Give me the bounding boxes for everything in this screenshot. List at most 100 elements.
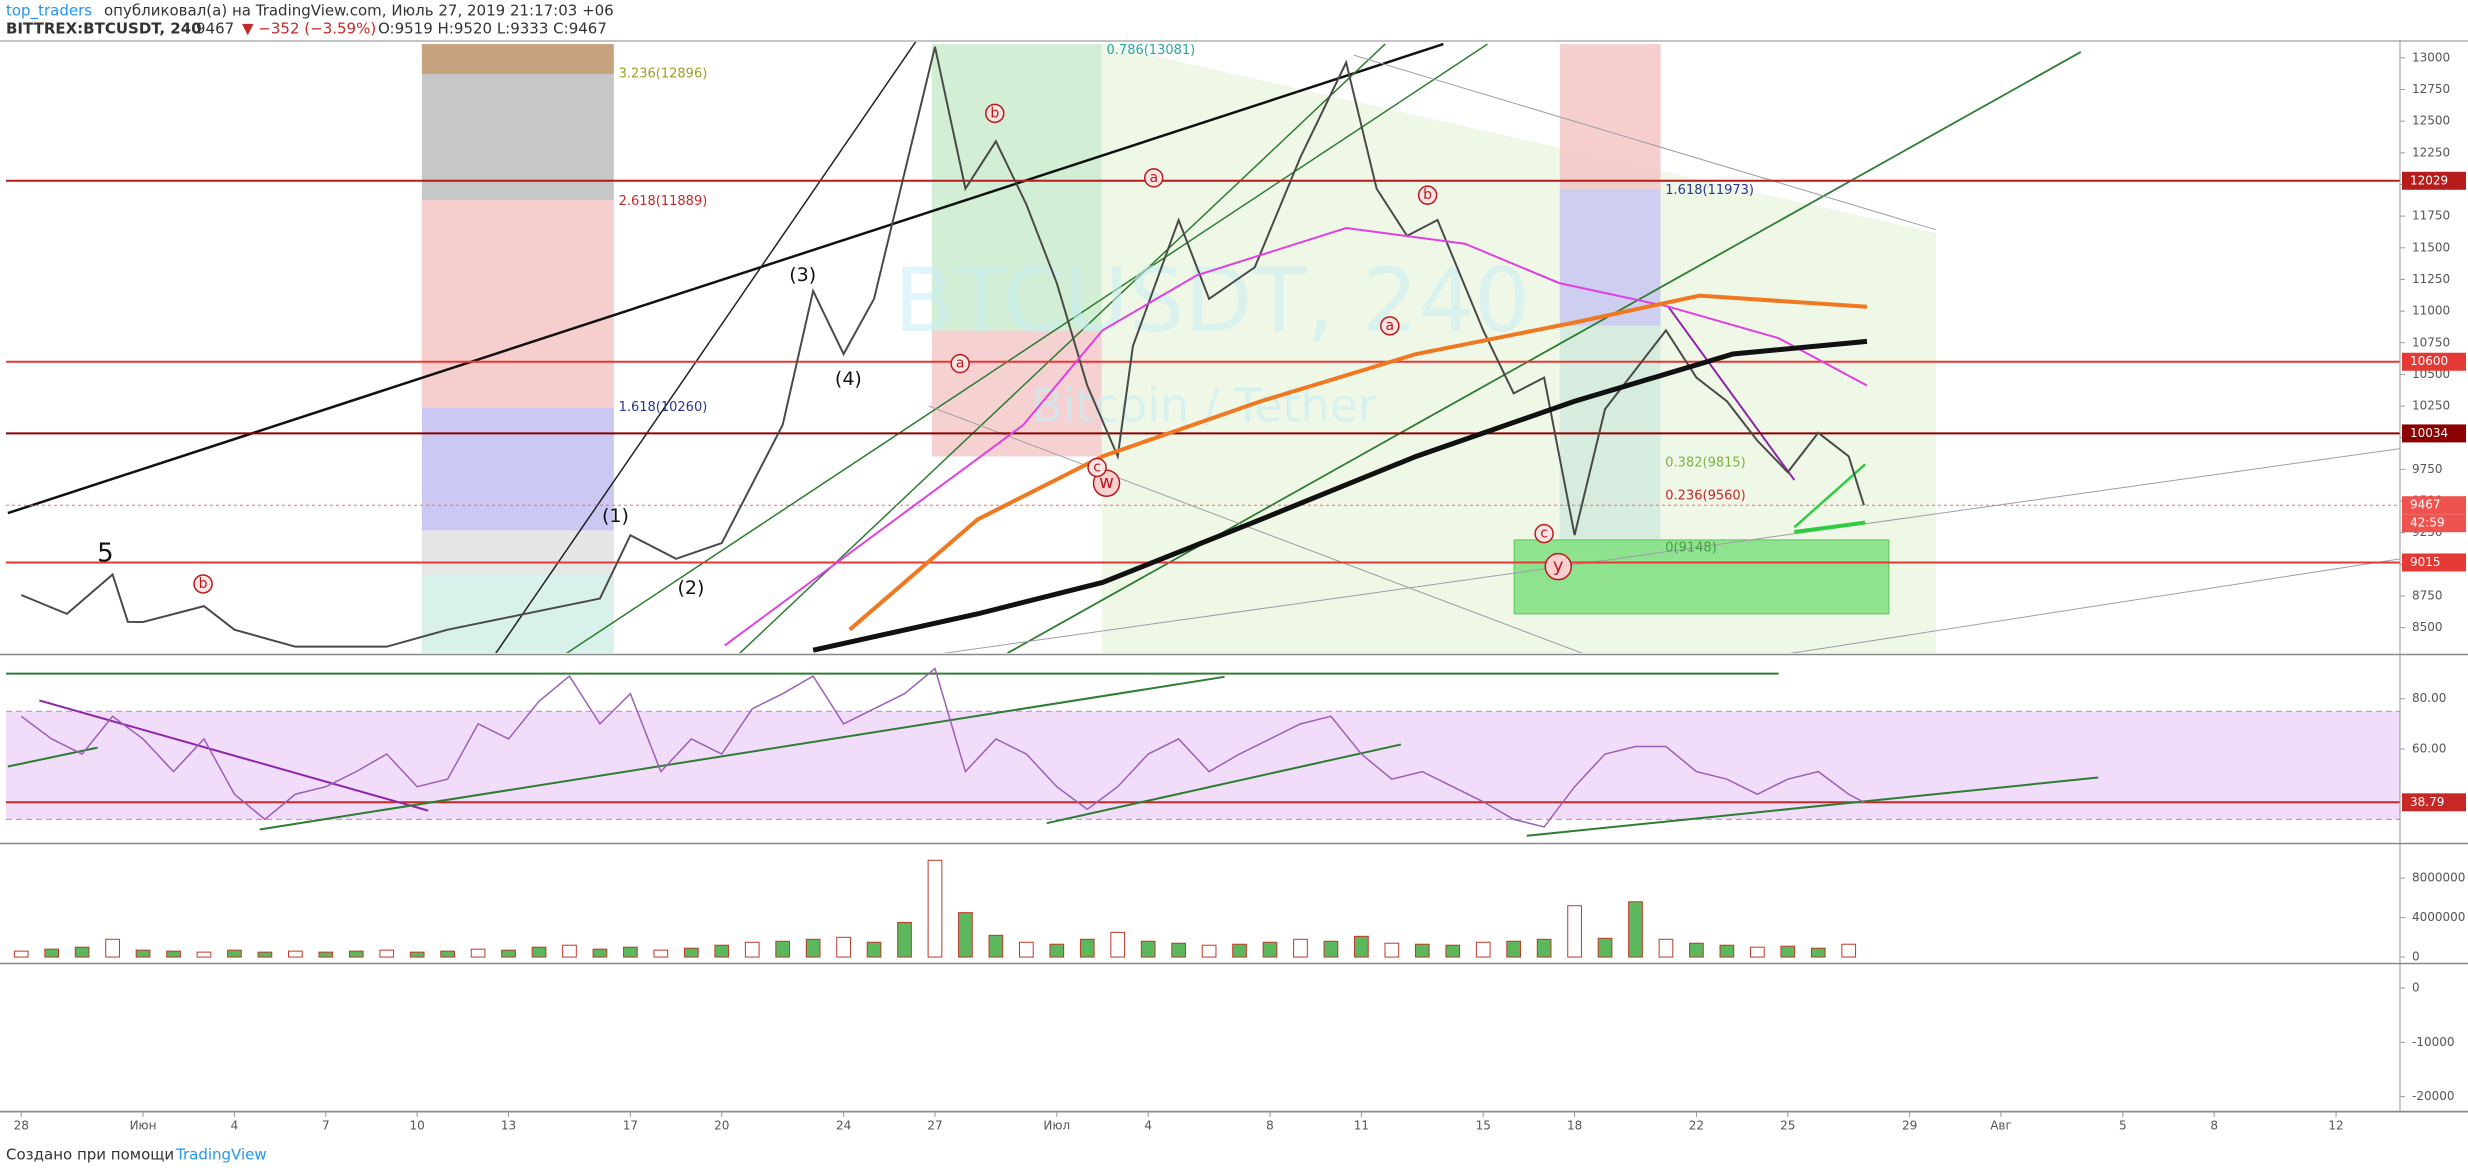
y-tick-label: 12250 <box>2412 145 2450 159</box>
annotation: 0.786(13081) <box>1107 43 1196 58</box>
wave-marker <box>1143 168 1164 188</box>
price-label: 12029 <box>2410 173 2448 187</box>
volume-bar <box>227 949 242 958</box>
x-tick-label: 4 <box>1144 1119 1152 1133</box>
y-tick-label: 13000 <box>2412 50 2450 64</box>
volume-bar <box>1567 905 1582 958</box>
annotation: y <box>1553 556 1564 577</box>
x-tick-label: 12 <box>2328 1119 2343 1133</box>
volume-bar <box>379 949 395 958</box>
annotation: (2) <box>678 577 705 599</box>
volume-bar <box>653 949 669 958</box>
volume-bar <box>531 946 547 958</box>
volume-bar <box>1810 947 1826 958</box>
annotation: a <box>956 356 965 372</box>
volume-bar <box>1749 946 1765 958</box>
y-tick-label: -10000 <box>2412 1035 2455 1049</box>
annotation: a <box>1149 170 1158 186</box>
trend-line <box>1006 51 2082 653</box>
volume-bar <box>440 950 455 958</box>
volume-bar <box>348 950 364 958</box>
trend-line <box>259 675 1225 831</box>
volume-bar <box>927 859 943 958</box>
trend-line <box>944 448 2400 653</box>
zone <box>1559 325 1661 548</box>
trend-line <box>1789 558 2400 653</box>
annotation: b <box>990 105 999 121</box>
volume-bar <box>1597 937 1613 958</box>
volume-bar <box>1658 938 1674 958</box>
price-label-box <box>2402 553 2466 572</box>
trend-line <box>7 42 1444 515</box>
y-tick-label: 4000000 <box>2412 910 2465 924</box>
x-tick-label: 28 <box>14 1119 29 1133</box>
volume-bar <box>1475 941 1491 958</box>
volume-bar <box>1719 944 1735 958</box>
x-tick-label: 24 <box>836 1119 851 1133</box>
volume-bar <box>470 948 486 958</box>
volume-bar <box>1018 941 1034 958</box>
header-price: 9467 <box>196 20 234 38</box>
annotation: 1.618(10260) <box>619 400 708 415</box>
header-user[interactable]: top_traders <box>6 2 92 21</box>
rsi-label-box <box>2402 793 2466 812</box>
zone <box>931 44 1102 331</box>
annotation: c <box>1540 526 1548 542</box>
y-tick-label: 12750 <box>2412 82 2450 96</box>
trend-line <box>1794 520 1866 534</box>
volume-bar <box>744 941 760 958</box>
volume-bar <box>13 950 29 958</box>
volume-bar <box>683 947 699 958</box>
volume-bar <box>897 922 912 958</box>
volume-bar <box>287 950 303 958</box>
x-tick-label: 25 <box>1780 1119 1795 1133</box>
volume-bar <box>1628 901 1643 958</box>
volume-bar <box>1354 935 1369 958</box>
series-line <box>724 227 1868 647</box>
price-label: 9467 <box>2410 498 2441 512</box>
footer-text: Создано при помощи <box>6 1146 174 1164</box>
annotation: (1) <box>602 505 629 527</box>
price-label-box <box>2402 171 2466 190</box>
x-tick-label: Июн <box>130 1119 157 1133</box>
volume-bar <box>623 946 638 958</box>
volume-bar <box>1445 944 1461 958</box>
annotation: 5 <box>97 539 114 569</box>
x-tick-label: 29 <box>1902 1119 1917 1133</box>
header-ohlc: O:9519 H:9520 L:9333 C:9467 <box>378 20 607 38</box>
trend-line <box>1046 743 1402 825</box>
wave-marker <box>1087 457 1107 478</box>
y-tick-label: 60.00 <box>2412 742 2446 756</box>
zone <box>1559 44 1661 189</box>
trend-line <box>1526 776 2099 837</box>
series-line <box>20 667 1865 828</box>
footer-brand[interactable]: TradingView <box>175 1146 267 1164</box>
trend-line <box>1793 463 1867 529</box>
y-tick-label: 11750 <box>2412 209 2450 223</box>
trend-line <box>739 43 1386 653</box>
y-tick-label: 11250 <box>2412 272 2450 286</box>
trend-line <box>1353 54 1937 231</box>
volume-bar <box>836 936 851 958</box>
y-tick-label: 0 <box>2412 950 2420 964</box>
volume-bar <box>1506 940 1522 958</box>
volume-bar <box>866 941 882 958</box>
x-tick-label: 10 <box>410 1119 425 1133</box>
volume-bar <box>958 912 973 958</box>
y-tick-label: 8500 <box>2412 620 2443 634</box>
zone <box>421 44 614 74</box>
x-tick-label: 17 <box>623 1119 638 1133</box>
trend-line <box>1667 306 1796 481</box>
x-tick-label: 7 <box>322 1119 330 1133</box>
price-label: 10034 <box>2410 426 2448 440</box>
annotation: b <box>199 576 208 592</box>
annotation: 0.382(9815) <box>1665 455 1745 470</box>
panel <box>6 667 2400 837</box>
countdown-box <box>2402 514 2466 533</box>
volume-bar <box>1841 943 1857 958</box>
x-tick-label: 20 <box>714 1119 729 1133</box>
x-tick-label: 27 <box>927 1119 942 1133</box>
price-label: 10600 <box>2410 354 2448 368</box>
